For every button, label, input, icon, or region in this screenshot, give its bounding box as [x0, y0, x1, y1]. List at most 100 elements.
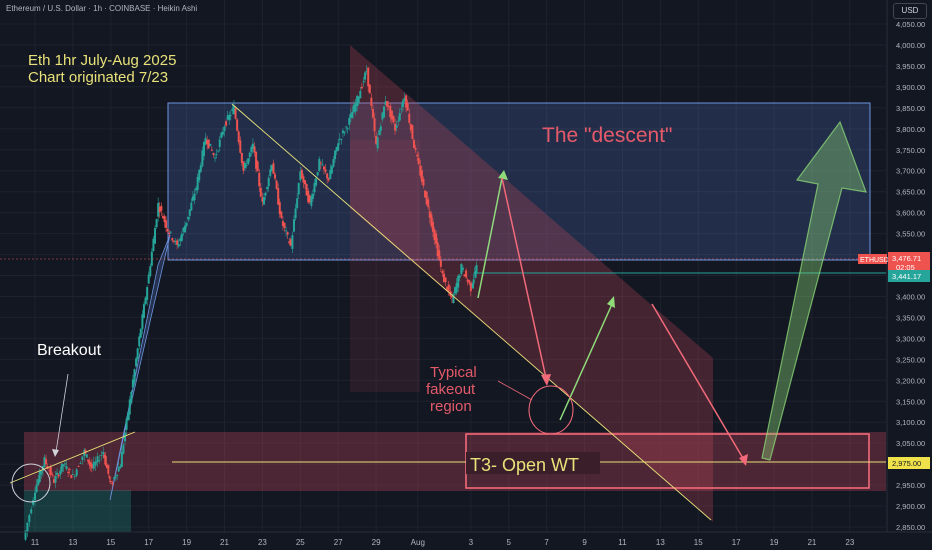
- candle-body: [420, 170, 423, 182]
- candle-body: [223, 126, 226, 132]
- fakeout-pointer-arrow: [497, 380, 533, 401]
- x-tick-label: 13: [68, 538, 77, 547]
- candle-body: [138, 336, 141, 347]
- symbol-badge: [858, 254, 887, 264]
- candle-body: [32, 500, 35, 505]
- candle-body: [474, 270, 477, 278]
- candle-body: [154, 228, 157, 244]
- candle-body: [454, 287, 457, 294]
- candle-body: [430, 214, 433, 227]
- candle-body: [330, 166, 333, 174]
- candle-body: [292, 219, 295, 232]
- candle-body: [471, 283, 474, 288]
- candle-body: [217, 150, 220, 152]
- candle-body: [157, 202, 160, 217]
- candle-body: [109, 480, 112, 483]
- candle-body: [231, 108, 234, 111]
- currency-selector[interactable]: USD: [893, 3, 927, 19]
- candle-body: [38, 470, 41, 482]
- fakeout-label-line3: region: [430, 398, 472, 415]
- candle-body: [373, 118, 376, 132]
- candle-body: [288, 241, 291, 244]
- candle-body: [367, 67, 370, 87]
- candle-body: [34, 492, 36, 501]
- x-tick-label: 17: [144, 538, 153, 547]
- gridlines: [0, 0, 886, 532]
- y-tick-label: 3,250.00: [896, 355, 925, 364]
- candle-body: [45, 459, 48, 465]
- candle-body: [136, 348, 139, 359]
- candle-body: [315, 178, 318, 186]
- candle-body: [149, 266, 152, 276]
- candle-body: [370, 97, 373, 106]
- descent-channel: [350, 45, 713, 522]
- support-price-tag: 3,441.17: [888, 270, 930, 282]
- candle-body: [127, 412, 130, 420]
- y-tick-label: 3,850.00: [896, 104, 925, 113]
- candle-body: [270, 165, 273, 171]
- candle-body: [281, 220, 284, 226]
- candle-body: [352, 104, 355, 113]
- candle-body: [120, 451, 123, 467]
- x-tick-label: 5: [507, 538, 512, 547]
- red-arrowhead-2: [739, 454, 748, 466]
- candle-body: [406, 102, 409, 111]
- candle-body: [24, 530, 27, 540]
- candle-body: [49, 466, 52, 476]
- candle-body: [225, 121, 228, 126]
- candle-body: [395, 125, 398, 128]
- candle-body: [239, 140, 242, 153]
- candle-body: [327, 178, 330, 181]
- candle-body: [444, 277, 447, 283]
- candle-body: [218, 139, 221, 147]
- candle-body: [262, 197, 265, 205]
- candle-body: [450, 296, 453, 298]
- candle-body: [139, 328, 142, 338]
- breakout-base-zone: [24, 432, 886, 491]
- candle-body: [316, 172, 319, 176]
- candle-body: [209, 143, 212, 146]
- y-tick-label: 3,950.00: [896, 62, 925, 71]
- candle-body: [43, 457, 46, 467]
- annotation-title-line1: Eth 1hr July-Aug 2025: [28, 52, 176, 69]
- candle-body: [305, 183, 308, 196]
- green-path-arrow-2: [559, 301, 614, 421]
- candle-body: [400, 108, 403, 110]
- current-price-tag: ETHUSD 3,476.71 02:05: [858, 252, 930, 273]
- breakout-circle: [11, 463, 51, 503]
- candle-body: [389, 105, 392, 118]
- y-tick-label: 3,900.00: [896, 83, 925, 92]
- candle-body: [278, 202, 281, 215]
- candle-body: [71, 474, 74, 476]
- candle-body: [96, 456, 99, 463]
- price-badge: [888, 252, 930, 273]
- candle-body: [283, 222, 286, 228]
- candle-body: [297, 183, 300, 195]
- support-price-badge: [888, 270, 930, 282]
- x-tick-label: 7: [544, 538, 549, 547]
- x-tick-label: 21: [220, 538, 229, 547]
- candle-body: [259, 187, 262, 197]
- x-tick-label: 15: [106, 538, 115, 547]
- candle-body: [308, 195, 311, 203]
- candle-body: [142, 304, 145, 318]
- candle-body: [124, 432, 127, 442]
- candle-body: [158, 206, 161, 213]
- candle-body: [150, 251, 153, 266]
- candle-body: [73, 475, 76, 477]
- candle-body: [313, 182, 316, 193]
- x-tick-label: 9: [582, 538, 587, 547]
- candle-body: [371, 109, 374, 118]
- fakeout-label-line2: fakeout: [426, 381, 476, 398]
- candle-body: [81, 456, 84, 461]
- candle-body: [386, 101, 389, 107]
- time-axis[interactable]: 11 13 15 17 19 21 23 25 27 29 Aug 3 5 7 9 11 13 15 17 19 21 2…: [0, 531, 932, 547]
- candle-body: [168, 232, 171, 235]
- candle-body: [117, 467, 120, 472]
- candle-body: [390, 110, 393, 120]
- candle-body: [57, 474, 60, 477]
- candle-body: [103, 454, 106, 459]
- candle-body: [375, 136, 378, 144]
- candle-body: [169, 231, 172, 233]
